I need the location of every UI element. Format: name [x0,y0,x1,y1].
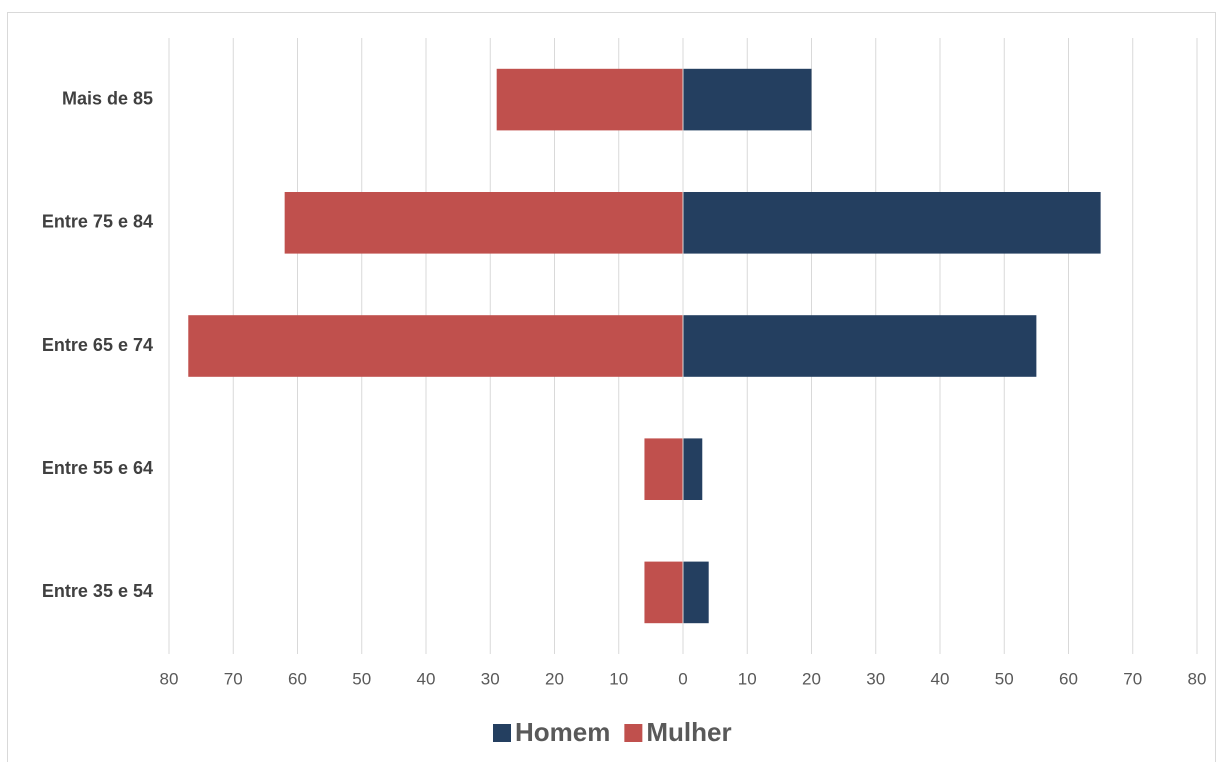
x-tick-label: 80 [1188,669,1207,688]
legend-label: Homem [515,717,610,747]
bar [683,438,703,500]
x-tick-label: 70 [224,669,243,688]
x-tick-label: 60 [288,669,307,688]
bar [188,315,683,377]
bar [683,315,1037,377]
chart-border [7,12,1216,762]
x-tick-label: 10 [738,669,757,688]
bar [683,192,1101,254]
x-tick-label: 30 [481,669,500,688]
bar [683,561,709,624]
y-tick-label: Entre 65 e 74 [42,335,153,355]
legend-swatch [493,724,511,742]
bar [683,68,812,131]
x-tick-label: 40 [417,669,436,688]
bar [644,561,683,624]
x-tick-label: 60 [1059,669,1078,688]
y-tick-label: Mais de 85 [62,88,153,108]
legend-label: Mulher [646,717,731,747]
legend-swatch [624,724,643,742]
x-tick-label: 40 [931,669,950,688]
x-tick-label: 50 [995,669,1014,688]
x-tick-label: 30 [866,669,885,688]
bar [284,192,683,254]
bar [644,438,683,500]
x-tick-label: 70 [1123,669,1142,688]
y-tick-label: Entre 35 e 54 [42,581,153,601]
x-tick-label: 20 [802,669,821,688]
x-tick-label: 10 [609,669,628,688]
x-tick-label: 20 [545,669,564,688]
y-tick-label: Entre 55 e 64 [42,458,153,478]
x-tick-label: 0 [678,669,687,688]
bar [496,68,683,131]
x-tick-label: 80 [160,669,179,688]
y-tick-label: Entre 75 e 84 [42,212,153,232]
x-tick-label: 50 [352,669,371,688]
